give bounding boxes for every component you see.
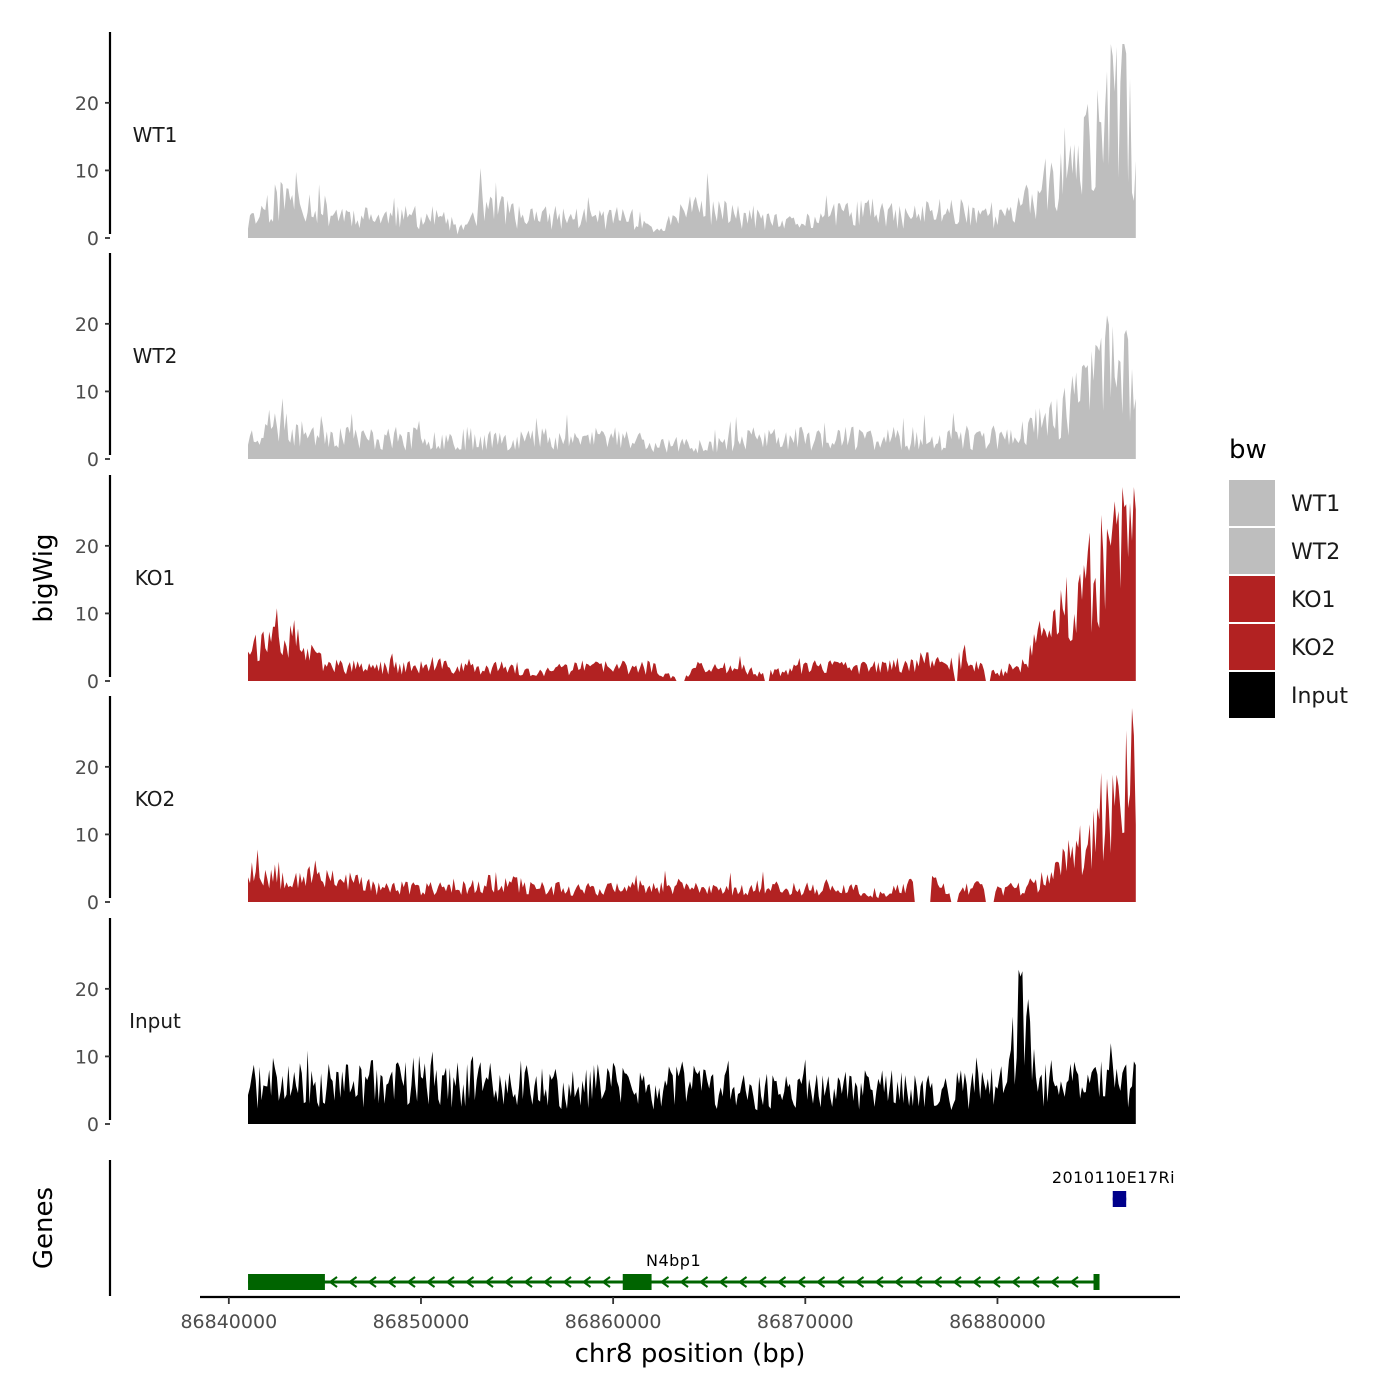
coverage-area-ko1 xyxy=(248,487,1136,681)
x-axis: 86840000 86850000 86860000 86870000 86880000 xyxy=(180,1295,1180,1333)
y-tick-label: 10 xyxy=(75,381,99,403)
track-label: KO2 xyxy=(135,787,176,811)
coverage-area-input xyxy=(248,969,1136,1124)
track-ko1: 0 10 20 KO1 xyxy=(75,475,1136,693)
x-tick-label: 86840000 xyxy=(180,1311,277,1333)
strand-arrow xyxy=(1010,1276,1021,1288)
track-label: WT2 xyxy=(133,344,178,368)
legend: WT1 WT2 KO1 KO2 Input xyxy=(1229,480,1348,718)
track-ko2: 0 10 20 KO2 xyxy=(75,696,1136,914)
gene-exon xyxy=(248,1274,325,1290)
strand-arrow xyxy=(815,1276,826,1288)
y-tick-label: 20 xyxy=(75,757,99,779)
y-tick-label: 10 xyxy=(75,603,99,625)
track-wt1: 0 10 20 WT1 xyxy=(75,32,1136,250)
coverage-area-wt2 xyxy=(248,315,1136,459)
x-tick-label: 86880000 xyxy=(949,1311,1046,1333)
gene-n4bp1: N4bp1 xyxy=(248,1251,1100,1290)
y-tick-label: 0 xyxy=(87,228,99,250)
legend-label-input: Input xyxy=(1291,684,1348,709)
strand-arrow xyxy=(835,1276,845,1288)
strand-arrow xyxy=(757,1276,767,1288)
strand-arrow xyxy=(1049,1276,1060,1288)
strand-arrow xyxy=(679,1276,689,1288)
strand-arrow xyxy=(971,1276,982,1288)
legend-label-wt1: WT1 xyxy=(1291,492,1340,517)
strand-arrow xyxy=(932,1276,943,1288)
track-label: WT1 xyxy=(133,123,178,147)
x-tick-label: 86850000 xyxy=(373,1311,470,1333)
y-tick-label: 10 xyxy=(75,1046,99,1068)
x-tick-label: 86870000 xyxy=(757,1311,854,1333)
legend-swatch-wt2 xyxy=(1229,528,1275,574)
gene-exon xyxy=(1093,1274,1100,1290)
legend-label-ko2: KO2 xyxy=(1291,636,1336,661)
strand-arrow xyxy=(796,1276,806,1288)
track-label: Input xyxy=(129,1009,181,1033)
y-axis-title: bigWig xyxy=(29,533,59,622)
strand-arrow xyxy=(854,1276,865,1288)
tracks-group: 0 10 20 WT1 0 10 20 WT2 0 10 20 KO1 0 10 20 KO2 0 10 20 Inp… xyxy=(75,32,1136,1136)
strand-arrow xyxy=(425,1276,436,1288)
strand-arrow xyxy=(1069,1276,1079,1288)
track-input: 0 10 20 Input xyxy=(75,918,1136,1136)
strand-arrow xyxy=(406,1276,416,1288)
strand-arrow xyxy=(991,1276,1001,1288)
strand-arrow xyxy=(1030,1276,1040,1288)
strand-arrow xyxy=(542,1276,553,1288)
strand-arrow xyxy=(347,1276,358,1288)
strand-arrow xyxy=(659,1276,670,1288)
strand-arrow xyxy=(874,1276,884,1288)
genes-axis-title: Genes xyxy=(29,1187,59,1269)
y-tick-label: 0 xyxy=(87,671,99,693)
strand-arrow xyxy=(328,1276,338,1288)
strand-arrow xyxy=(601,1276,611,1288)
strand-arrow xyxy=(718,1276,728,1288)
y-tick-label: 10 xyxy=(75,824,99,846)
legend-swatch-ko2 xyxy=(1229,624,1275,670)
track-label: KO1 xyxy=(135,566,176,590)
coverage-area-ko2 xyxy=(248,708,1136,902)
strand-arrow xyxy=(913,1276,923,1288)
strand-arrow xyxy=(698,1276,709,1288)
legend-swatch-wt1 xyxy=(1229,480,1275,526)
gene-label: 2010110E17Ri xyxy=(1052,1168,1175,1187)
legend-swatch-input xyxy=(1229,672,1275,718)
y-tick-label: 20 xyxy=(75,314,99,336)
strand-arrow xyxy=(464,1276,475,1288)
strand-arrow xyxy=(386,1276,397,1288)
coverage-area-wt1 xyxy=(248,44,1136,238)
legend-swatch-ko1 xyxy=(1229,576,1275,622)
legend-title: bw xyxy=(1229,435,1267,465)
strand-arrow xyxy=(562,1276,572,1288)
strand-arrow xyxy=(893,1276,904,1288)
strand-arrow xyxy=(367,1276,377,1288)
x-tick-label: 86860000 xyxy=(565,1311,662,1333)
track-wt2: 0 10 20 WT2 xyxy=(75,253,1136,471)
strand-arrow xyxy=(503,1276,514,1288)
y-tick-label: 0 xyxy=(87,449,99,471)
y-tick-label: 10 xyxy=(75,160,99,182)
gene-2010110e17ri: 2010110E17Ri xyxy=(1052,1168,1175,1207)
y-tick-label: 20 xyxy=(75,93,99,115)
y-tick-label: 0 xyxy=(87,892,99,914)
strand-arrow xyxy=(776,1276,787,1288)
legend-label-wt2: WT2 xyxy=(1291,540,1340,565)
legend-label-ko1: KO1 xyxy=(1291,588,1336,613)
strand-arrow xyxy=(445,1276,455,1288)
gene-exon xyxy=(622,1274,652,1290)
strand-arrow xyxy=(523,1276,533,1288)
strand-arrow xyxy=(581,1276,592,1288)
strand-arrow xyxy=(952,1276,962,1288)
gene-exon xyxy=(1112,1191,1127,1207)
strand-arrow xyxy=(737,1276,748,1288)
y-tick-label: 20 xyxy=(75,536,99,558)
genes-panel: N4bp1 2010110E17Ri xyxy=(108,1160,1175,1296)
strand-arrow xyxy=(484,1276,494,1288)
y-tick-label: 20 xyxy=(75,979,99,1001)
y-tick-label: 0 xyxy=(87,1114,99,1136)
gene-label: N4bp1 xyxy=(646,1251,701,1270)
x-axis-title: chr8 position (bp) xyxy=(575,1339,806,1369)
